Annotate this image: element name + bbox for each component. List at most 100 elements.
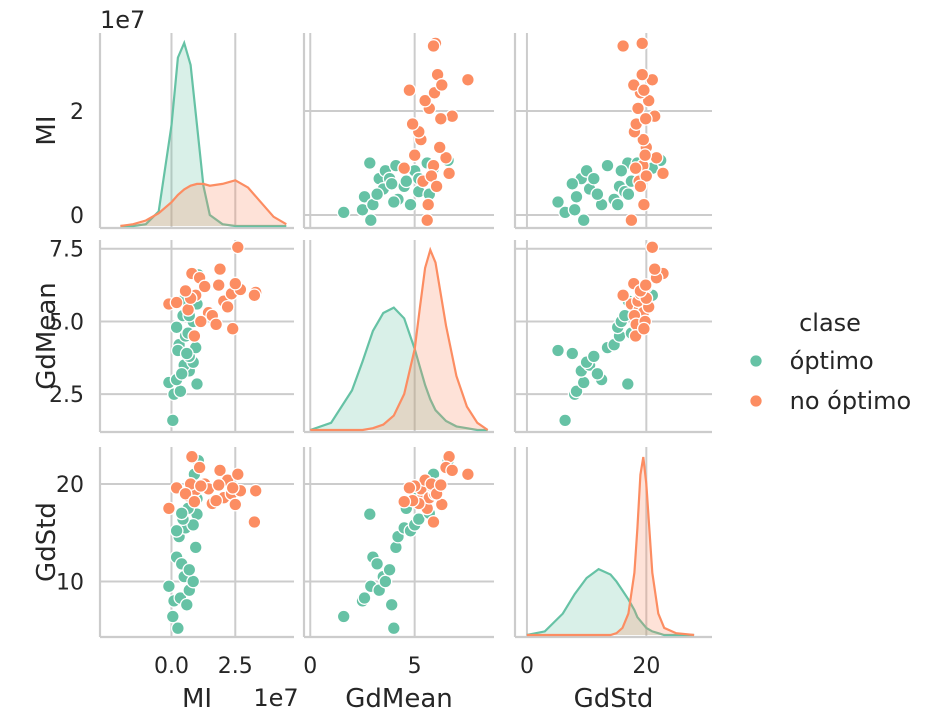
scatter-point <box>407 148 422 163</box>
scatter-point <box>211 278 226 293</box>
y-offset-label: 1e7 <box>100 6 145 34</box>
scatter-point <box>636 132 651 147</box>
scatter-point <box>363 213 378 228</box>
scatter-point <box>362 156 377 170</box>
scatter-point <box>402 480 417 495</box>
scatter-point <box>370 187 385 202</box>
scatter-point <box>247 288 262 303</box>
scatter-point <box>647 262 662 277</box>
scatter-point <box>197 279 212 294</box>
scatter-point <box>636 83 651 98</box>
scatter-point <box>445 463 460 478</box>
scatter-point <box>635 67 650 82</box>
scatter-point <box>184 449 199 464</box>
legend-marker <box>749 394 763 408</box>
scatter-point <box>645 240 660 255</box>
scatter-point <box>638 148 653 163</box>
x-axis-label: GdStd <box>574 684 654 714</box>
kde-fill-gdmean-optimo <box>310 307 488 430</box>
scatter-point <box>558 413 573 428</box>
scatter-point <box>649 150 664 165</box>
kde-fill-gdmean-no-optimo <box>310 250 488 430</box>
scatter-point <box>399 174 414 189</box>
scatter-point <box>178 283 193 298</box>
scatter-point <box>192 460 207 475</box>
scatter-point <box>186 517 201 532</box>
kde-line-gdmean-no-optimo <box>310 246 489 432</box>
scatter-point <box>386 195 401 209</box>
scatter-point <box>170 621 185 636</box>
y-axis-label: GdMean <box>32 282 62 390</box>
scatter-point <box>576 213 591 228</box>
legend-title: clase <box>799 309 861 337</box>
kde-fill-gdstd-optimo <box>526 569 695 635</box>
scatter-point <box>405 117 420 131</box>
scatter-point <box>636 197 651 212</box>
scatter-point <box>432 140 447 155</box>
scatter-point <box>248 483 263 498</box>
scatter-point <box>429 179 444 194</box>
scatter-point <box>434 78 449 92</box>
scatter-point <box>616 288 631 303</box>
kde-fill-mi-no-optimo <box>120 180 287 226</box>
scatter-point <box>638 111 653 126</box>
scatter-point <box>586 171 601 186</box>
kde-line-mi-no-optimo <box>120 179 287 228</box>
y-tick-label: 2.5 <box>49 383 84 408</box>
scatter-point <box>600 158 615 173</box>
scatter-point <box>565 346 580 361</box>
scatter-point <box>402 83 417 98</box>
scatter-point <box>426 39 441 53</box>
x-axis-label: GdMean <box>345 684 453 714</box>
scatter-point <box>220 299 235 314</box>
scatter-point <box>384 597 399 612</box>
kde-line-gdmean-optimo <box>309 306 488 432</box>
scatter-point <box>169 320 184 335</box>
kde-line-gdstd-optimo <box>526 567 695 637</box>
scatter-point <box>186 574 201 589</box>
scatter-point <box>382 562 397 577</box>
scatter-point <box>228 276 243 291</box>
scatter-point <box>336 609 351 624</box>
x-tick-label: 0 <box>520 654 534 679</box>
scatter-point <box>614 163 629 178</box>
scatter-point <box>610 197 625 212</box>
scatter-point <box>179 597 194 612</box>
scatter-point <box>418 93 433 108</box>
scatter-point <box>426 515 441 529</box>
legend-label: no óptimo <box>782 387 911 415</box>
scatter-point <box>616 39 631 53</box>
y-axis-label: GdStd <box>32 502 62 582</box>
x-offset-label: 1e7 <box>253 684 298 712</box>
scatter-point <box>411 512 426 527</box>
scatter-point <box>420 213 435 228</box>
scatter-point <box>576 375 591 390</box>
scatter-point <box>230 240 245 255</box>
scatter-point <box>403 197 418 212</box>
scatter-point <box>225 480 240 495</box>
scatter-point <box>445 109 460 124</box>
scatter-point <box>460 467 475 482</box>
scatter-point <box>421 197 436 212</box>
scatter-point <box>213 262 227 277</box>
y-tick-label: 20 <box>56 473 84 498</box>
scatter-point <box>565 176 580 191</box>
scatter-point <box>165 413 180 428</box>
scatter-point <box>551 195 565 209</box>
y-tick-label: 2 <box>70 100 84 125</box>
scatter-point <box>590 366 605 381</box>
scatter-point <box>638 278 653 293</box>
scatter-point <box>169 295 184 310</box>
scatter-point <box>228 497 243 512</box>
scatter-point <box>639 169 654 183</box>
scatter-point <box>247 515 262 529</box>
scatter-point <box>631 101 645 116</box>
legend-label: óptimo <box>782 347 874 375</box>
scatter-point <box>590 187 605 202</box>
scatter-point <box>161 579 176 594</box>
scatter-point <box>173 384 188 399</box>
scatter-point <box>187 494 202 509</box>
scatter-point <box>633 179 648 194</box>
x-axis-label: MI <box>182 684 212 714</box>
